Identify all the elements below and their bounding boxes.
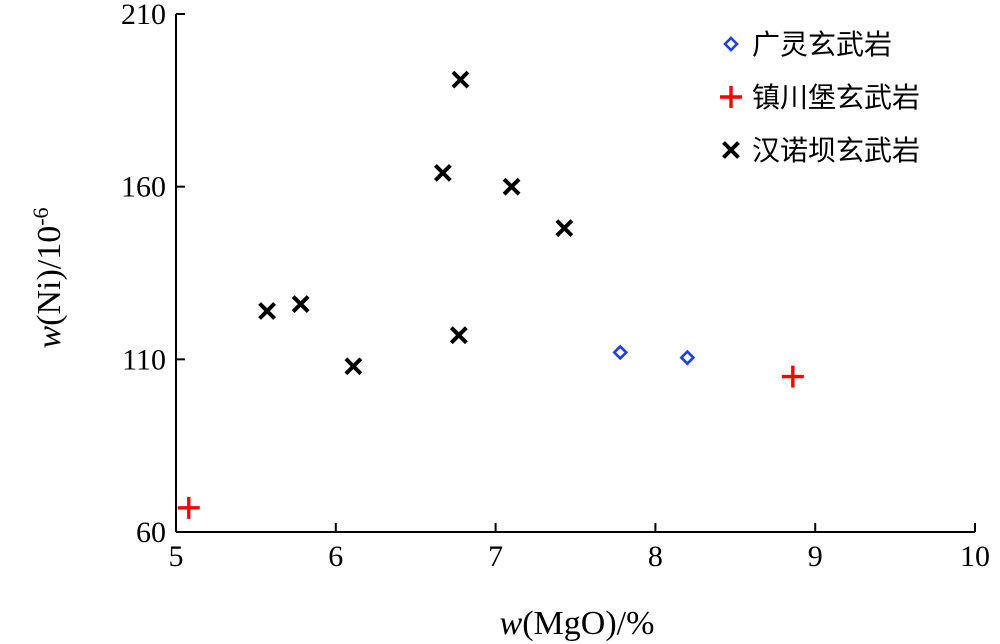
x-tick-label: 7 [488, 540, 503, 573]
x-tick-label: 5 [169, 540, 184, 573]
x-tick-label: 9 [808, 540, 823, 573]
y-tick-label: 110 [122, 343, 166, 376]
data-point-plus [781, 365, 804, 388]
legend-label: 广灵玄武岩 [752, 28, 892, 61]
y-axis-title-prefix: w [31, 326, 68, 349]
x-tick-label: 8 [648, 540, 663, 573]
ticks: 5 6 7 8 9 10 60 110 160 210 [121, 0, 990, 573]
axes [175, 14, 975, 533]
data-points [177, 70, 804, 519]
y-axis-title-text: (Ni)/10 [31, 226, 68, 326]
y-tick-label: 60 [136, 516, 166, 549]
y-axis-title-sup: -6 [28, 207, 53, 225]
data-point-diamond [612, 344, 629, 361]
x-axis-title-text: (MgO)/% [522, 605, 654, 642]
legend-label: 镇川堡玄武岩 [752, 81, 920, 114]
data-point-x [344, 357, 363, 376]
data-point-x [451, 70, 470, 89]
data-point-x [433, 163, 452, 182]
data-point-x [502, 177, 521, 196]
legend-marker-plus [720, 86, 742, 108]
data-point-x [555, 219, 574, 238]
x-axis-title-prefix: w [500, 605, 523, 642]
legend-marker-diamond [723, 36, 739, 52]
x-axis-title: w(MgO)/% [500, 605, 655, 642]
legend-marker-x [722, 141, 740, 159]
y-tick-label: 210 [121, 0, 166, 31]
data-point-x [449, 326, 468, 345]
data-point-x [258, 302, 277, 320]
legend-label: 汉诺坝玄武岩 [752, 134, 920, 167]
x-tick-label: 6 [328, 540, 343, 573]
x-tick-label: 10 [960, 540, 990, 573]
data-point-x [291, 295, 310, 313]
y-tick-label: 160 [121, 171, 166, 204]
data-point-plus [177, 496, 200, 519]
y-axis-title: w(Ni)/10-6 [28, 207, 68, 348]
data-point-diamond [679, 349, 696, 366]
